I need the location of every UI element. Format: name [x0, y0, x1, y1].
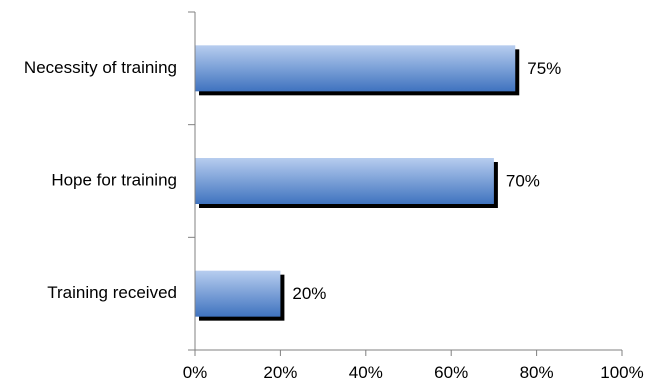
- data-label-training-received: 20%: [292, 284, 326, 303]
- x-tick-label-100: 100%: [600, 363, 643, 382]
- axes-layer: [188, 11, 623, 356]
- x-tick-label-0: 0%: [183, 363, 208, 382]
- data-label-hope-for-training: 70%: [506, 171, 540, 190]
- labels-layer: 75% Necessity of training 70% Hope for trai…: [24, 58, 644, 382]
- x-tick-label-20: 20%: [263, 363, 297, 382]
- category-label-hope-for-training: Hope for training: [51, 170, 177, 189]
- bar-hope-for-training: [195, 158, 494, 204]
- data-label-necessity-of-training: 75%: [527, 59, 561, 78]
- x-tick-label-60: 60%: [434, 363, 468, 382]
- x-tick-label-80: 80%: [520, 363, 554, 382]
- bar-necessity-of-training: [195, 45, 516, 92]
- bar-training-received: [195, 270, 281, 317]
- category-label-necessity-of-training: Necessity of training: [24, 58, 177, 77]
- x-tick-label-40: 40%: [349, 363, 383, 382]
- bars-layer: [195, 45, 520, 321]
- category-label-training-received: Training received: [47, 283, 177, 302]
